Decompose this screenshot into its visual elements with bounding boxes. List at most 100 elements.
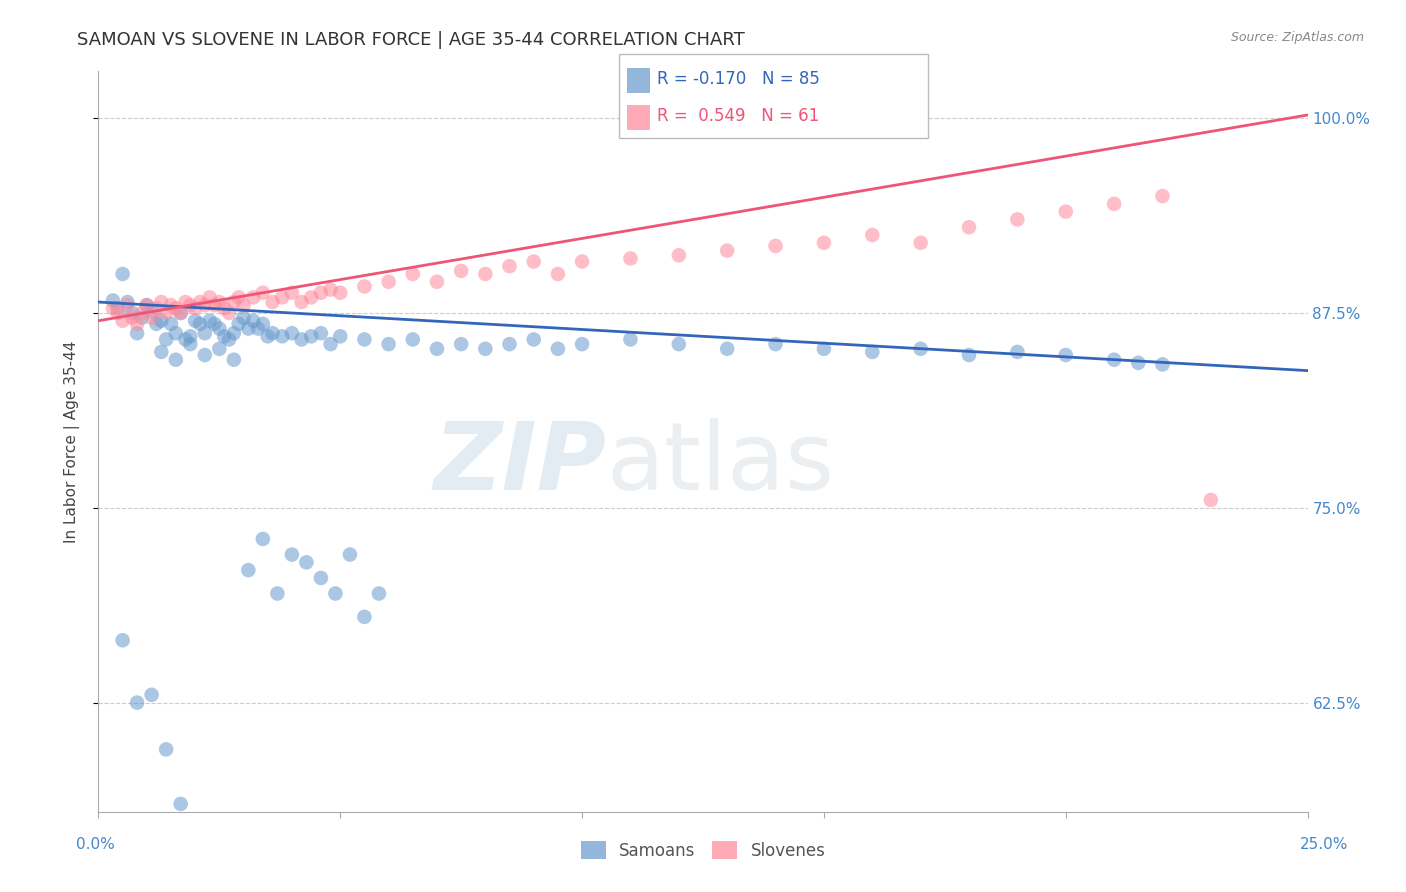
Point [155,742,177,756]
Point [194,348,217,362]
Point [141,304,163,318]
Point [426,342,449,356]
Point [101,301,124,316]
Point [117,298,139,312]
Text: 25.0%: 25.0% [1301,838,1348,852]
Point [194,298,217,312]
Point [111,314,134,328]
Point [184,301,207,316]
Point [299,290,322,304]
Point [179,298,201,312]
Point [160,317,183,331]
Point [329,285,352,300]
Point [353,333,375,347]
Point [179,337,201,351]
Point [353,279,375,293]
Point [368,586,391,600]
Point [339,548,361,562]
Point [309,326,332,341]
Point [218,333,240,347]
Text: R = -0.170   N = 85: R = -0.170 N = 85 [657,70,820,87]
Point [426,275,449,289]
Point [668,337,690,351]
Point [169,306,191,320]
Point [377,275,399,289]
Point [299,329,322,343]
Point [910,235,932,250]
Point [174,333,197,347]
Point [121,310,143,325]
Point [155,306,177,320]
Text: 0.0%: 0.0% [76,838,115,852]
Point [188,317,211,331]
Point [281,285,304,300]
Legend: Samoans, Slovenes: Samoans, Slovenes [574,835,832,866]
Point [1152,189,1174,203]
Point [474,267,496,281]
Point [169,306,191,320]
Point [547,267,569,281]
Point [141,688,163,702]
Point [353,610,375,624]
Point [155,333,177,347]
Point [1102,197,1125,211]
Point [813,342,835,356]
Point [571,337,593,351]
Text: atlas: atlas [606,417,835,509]
Point [127,326,149,341]
Point [242,290,264,304]
Point [295,555,318,569]
Point [242,314,264,328]
Point [571,254,593,268]
Point [281,548,304,562]
Point [208,321,231,335]
Point [957,348,980,362]
Point [107,306,129,320]
Point [498,337,520,351]
Point [222,326,245,341]
Point [547,342,569,356]
Point [262,326,284,341]
Point [150,314,173,328]
Point [252,317,274,331]
Point [266,586,288,600]
Point [198,290,221,304]
Point [204,298,226,312]
Point [290,333,312,347]
Point [450,337,472,351]
Point [222,352,245,367]
Point [117,295,139,310]
Point [309,285,332,300]
Point [1102,352,1125,367]
Point [179,329,201,343]
Point [860,345,883,359]
Point [498,259,520,273]
Point [271,329,294,343]
Point [957,220,980,235]
Point [204,317,226,331]
Point [238,563,260,577]
Point [145,317,167,331]
Point [150,295,173,310]
Point [208,342,231,356]
Point [474,342,496,356]
Point [222,295,245,310]
Point [309,571,332,585]
Point [135,298,157,312]
Point [262,295,284,310]
Point [232,298,254,312]
Point [135,298,157,312]
Point [247,321,270,335]
Point [194,326,217,341]
Point [1152,358,1174,372]
Point [208,295,231,310]
Point [256,329,278,343]
Point [1007,212,1029,227]
Point [165,301,187,316]
Point [329,329,352,343]
Point [716,244,738,258]
Point [212,329,235,343]
Point [188,295,211,310]
Point [107,301,129,316]
Point [150,345,173,359]
